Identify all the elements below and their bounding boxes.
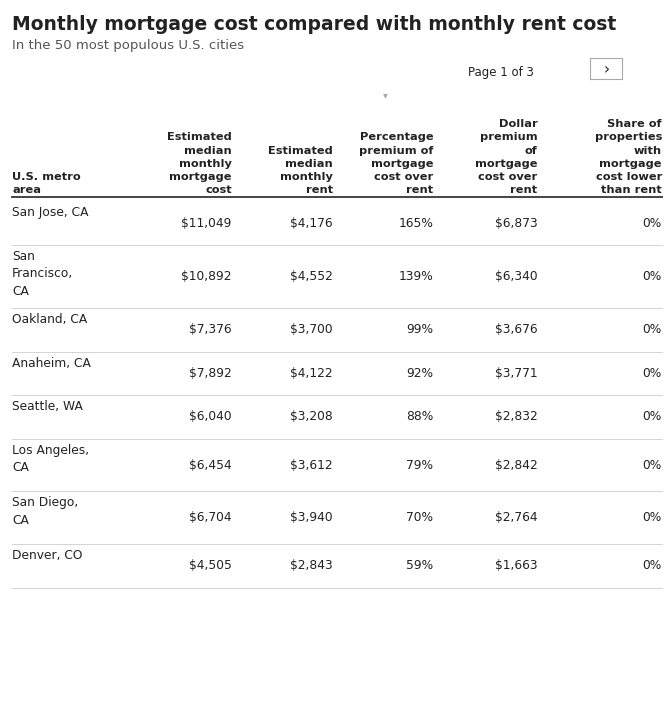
Text: $6,040: $6,040: [190, 411, 232, 423]
Text: $4,176: $4,176: [290, 217, 333, 230]
Text: 0%: 0%: [642, 559, 662, 572]
Text: Monthly mortgage cost compared with monthly rent cost: Monthly mortgage cost compared with mont…: [12, 15, 616, 34]
Text: Denver, CO: Denver, CO: [12, 549, 83, 562]
Text: $3,771: $3,771: [495, 367, 538, 380]
Text: $3,940: $3,940: [290, 511, 333, 524]
Text: 0%: 0%: [642, 458, 662, 472]
Text: $2,842: $2,842: [495, 458, 538, 472]
Text: $3,612: $3,612: [290, 458, 333, 472]
Text: $4,122: $4,122: [290, 367, 333, 380]
Text: $3,700: $3,700: [290, 324, 333, 336]
Text: Dollar
premium
of
mortgage
cost over
rent: Dollar premium of mortgage cost over ren…: [475, 119, 538, 195]
Text: $6,873: $6,873: [495, 217, 538, 230]
Text: 0%: 0%: [642, 217, 662, 230]
Text: $4,552: $4,552: [290, 270, 333, 283]
Text: Oakland, CA: Oakland, CA: [12, 313, 87, 326]
Text: $11,049: $11,049: [181, 217, 232, 230]
Text: $1,663: $1,663: [495, 559, 538, 572]
Text: Los Angeles,
CA: Los Angeles, CA: [12, 444, 89, 474]
Text: Page 1 of 3: Page 1 of 3: [468, 66, 534, 79]
Text: 88%: 88%: [406, 411, 433, 423]
Text: $7,892: $7,892: [189, 367, 232, 380]
Text: $3,208: $3,208: [290, 411, 333, 423]
Text: 165%: 165%: [398, 217, 433, 230]
Text: 0%: 0%: [642, 270, 662, 283]
Text: 0%: 0%: [642, 411, 662, 423]
Text: San Diego,
CA: San Diego, CA: [12, 496, 79, 526]
Text: ›: ›: [603, 62, 609, 77]
Text: $2,764: $2,764: [495, 511, 538, 524]
Text: Share of
properties
with
mortgage
cost lower
than rent: Share of properties with mortgage cost l…: [595, 119, 662, 195]
Text: $6,454: $6,454: [189, 458, 232, 472]
Text: $6,704: $6,704: [190, 511, 232, 524]
Text: U.S. metro
area: U.S. metro area: [12, 172, 81, 195]
Text: 92%: 92%: [407, 367, 433, 380]
Text: 0%: 0%: [642, 511, 662, 524]
Text: 0%: 0%: [642, 324, 662, 336]
Text: San Jose, CA: San Jose, CA: [12, 206, 89, 220]
Text: $7,376: $7,376: [190, 324, 232, 336]
Text: 79%: 79%: [407, 458, 433, 472]
Text: $4,505: $4,505: [189, 559, 232, 572]
Text: 0%: 0%: [642, 367, 662, 380]
Text: Anaheim, CA: Anaheim, CA: [12, 357, 91, 370]
Text: Estimated
median
monthly
rent: Estimated median monthly rent: [268, 145, 333, 195]
Text: 99%: 99%: [407, 324, 433, 336]
Text: $10,892: $10,892: [181, 270, 232, 283]
Text: Seattle, WA: Seattle, WA: [12, 400, 83, 413]
Text: San
Francisco,
CA: San Francisco, CA: [12, 250, 73, 298]
Text: $2,843: $2,843: [290, 559, 333, 572]
Text: $3,676: $3,676: [495, 324, 538, 336]
Text: 139%: 139%: [398, 270, 433, 283]
Text: ▾: ▾: [382, 90, 388, 100]
Text: $2,832: $2,832: [495, 411, 538, 423]
Text: $6,340: $6,340: [495, 270, 538, 283]
Text: 59%: 59%: [407, 559, 433, 572]
Text: Estimated
median
monthly
mortgage
cost: Estimated median monthly mortgage cost: [167, 133, 232, 195]
Text: 70%: 70%: [407, 511, 433, 524]
Text: Percentage
premium of
mortgage
cost over
rent: Percentage premium of mortgage cost over…: [359, 133, 433, 195]
Text: In the 50 most populous U.S. cities: In the 50 most populous U.S. cities: [12, 39, 244, 53]
